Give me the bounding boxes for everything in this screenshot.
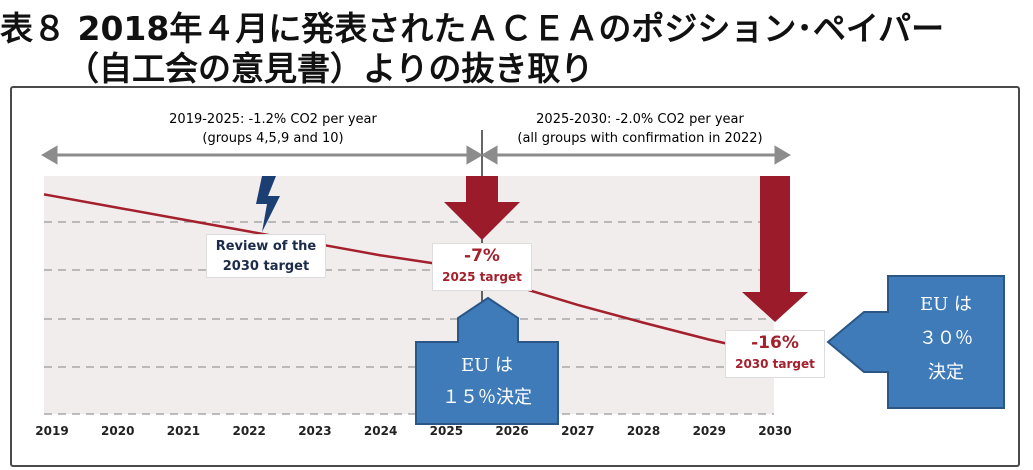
target-2025-arrow <box>444 176 520 240</box>
review-label-box: Review of the 2030 target <box>206 234 326 278</box>
title-line-1: 表８ 2018年４月に発表されたＡＣＥＡのポジション･ペイパー <box>0 9 945 48</box>
eu-15-arrow-box <box>415 296 559 425</box>
period1-line1: 2019-2025: -1.2% CO2 per year <box>169 112 377 127</box>
period2-arrow-right <box>774 145 791 165</box>
review-line2: 2030 target <box>222 259 310 274</box>
eu-15-line2: １５％決定 <box>442 387 532 408</box>
eu-30-line1: EU は <box>919 294 973 315</box>
period2-label: 2025-2030: -2.0% CO2 per year (all group… <box>500 110 780 148</box>
gridlines <box>44 221 774 415</box>
x-tick-label: 2029 <box>692 424 726 438</box>
eu-30-label: EU は ３０％ 決定 <box>890 288 1002 390</box>
eu-30-line3: 決定 <box>928 362 964 383</box>
eu-15-line1: EU は <box>460 355 514 376</box>
target-2030-arrow <box>742 176 808 322</box>
x-tick-label: 2022 <box>232 424 266 438</box>
series-line <box>43 193 776 356</box>
x-tick-label: 2028 <box>626 424 661 438</box>
period1-line2: (groups 4,5,9 and 10) <box>202 131 344 146</box>
target-2030-pct: -16% <box>751 333 799 353</box>
x-tick-label: 2019 <box>35 424 69 438</box>
x-tick-label: 2020 <box>101 424 135 438</box>
review-lightning-icon <box>256 176 280 232</box>
target-2025-pct: -7% <box>464 246 500 266</box>
x-tick-label: 2021 <box>166 424 201 438</box>
review-line1: Review of the <box>215 239 317 254</box>
period2-line1: 2025-2030: -2.0% CO2 per year <box>536 112 744 127</box>
period1-arrow-right <box>466 145 483 165</box>
x-tick-label: 2027 <box>561 424 595 438</box>
target-2025-label: 2025 target <box>442 270 522 284</box>
x-tick-label: 2030 <box>758 424 792 438</box>
x-tick-label: 2024 <box>363 424 398 438</box>
period-arrows <box>41 145 791 165</box>
period1-label: 2019-2025: -1.2% CO2 per year (groups 4,… <box>128 110 418 148</box>
target-2030-box: -16% 2030 target <box>725 330 825 378</box>
x-tick-label: 2026 <box>495 424 529 438</box>
period2-line2: (all groups with confirmation in 2022) <box>517 131 763 146</box>
period2-arrow-left <box>481 145 498 165</box>
plot-background <box>44 176 774 414</box>
eu-15-label: EU は １５％決定 <box>418 350 556 414</box>
eu-30-line2: ３０％ <box>919 328 973 349</box>
target-2030-label: 2030 target <box>735 357 815 371</box>
period1-arrow-left <box>41 145 58 165</box>
x-tick-label: 2023 <box>298 424 332 438</box>
target-2025-box: -7% 2025 target <box>432 243 532 291</box>
x-tick-label: 2025 <box>429 424 464 438</box>
eu-30-arrow-box <box>826 275 1005 409</box>
title-line-2: （自工会の意見書）よりの抜き取り <box>66 49 594 88</box>
